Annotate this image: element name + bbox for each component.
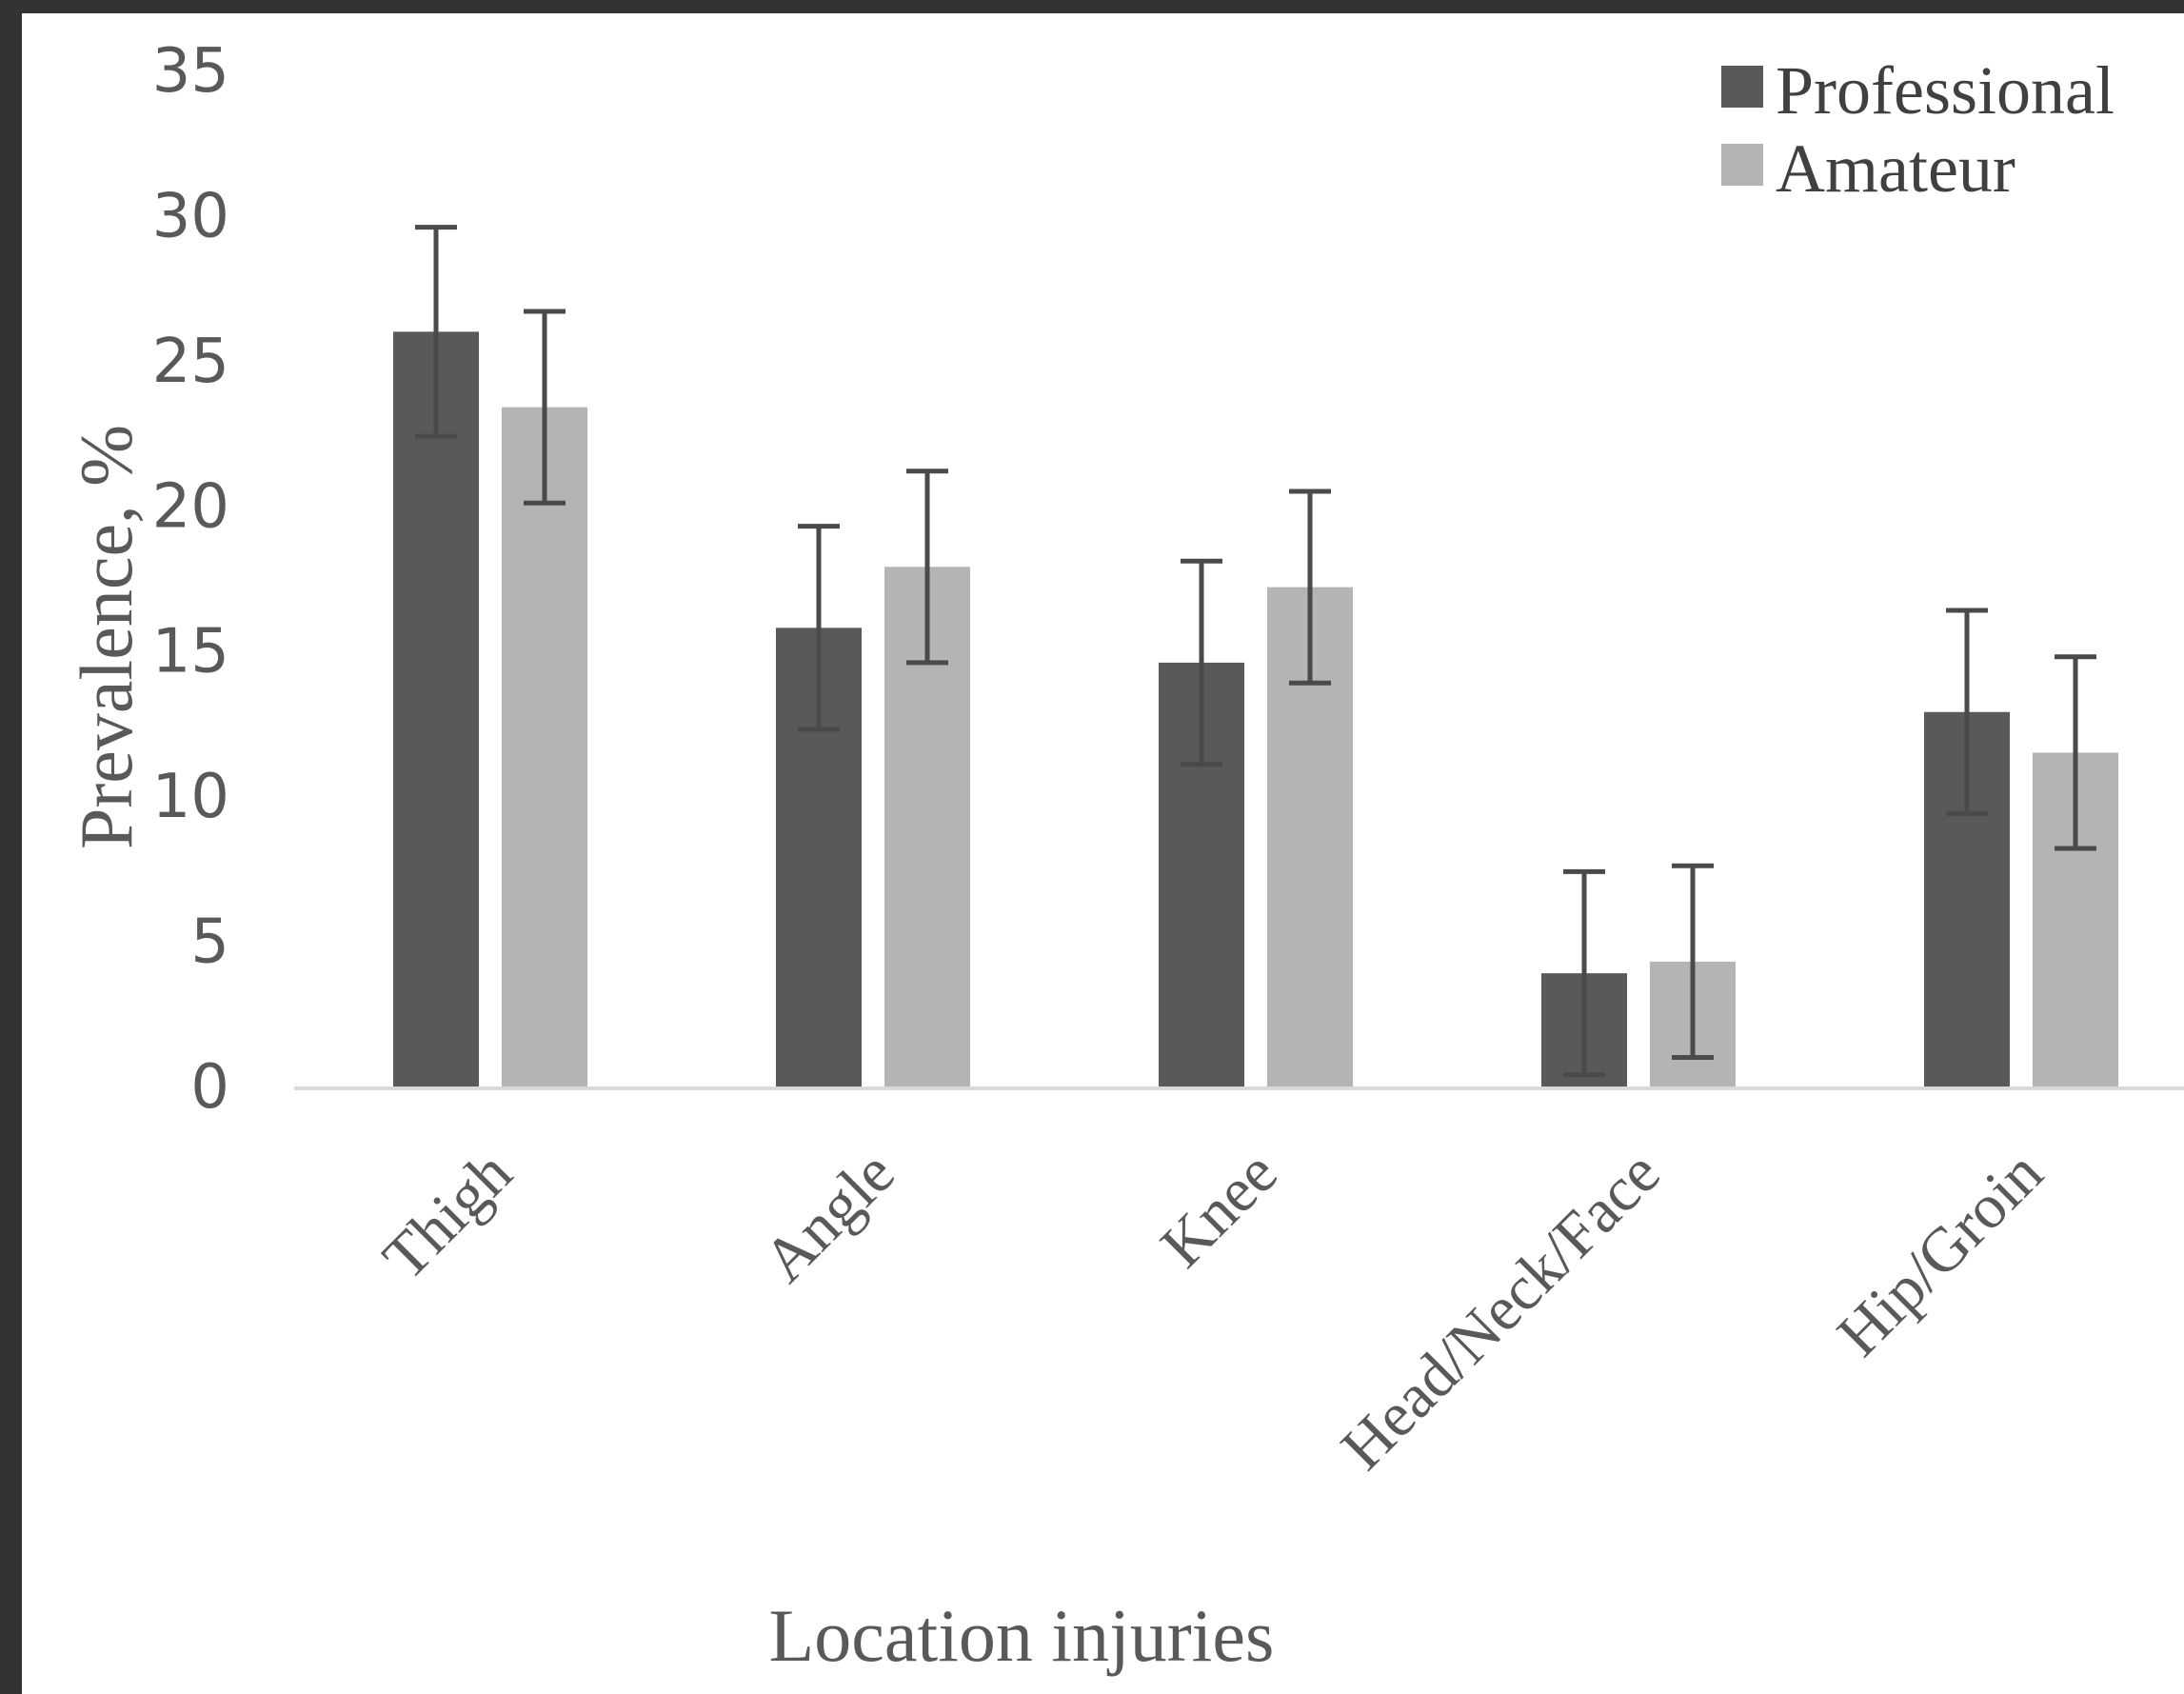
x-tick-label: Thigh xyxy=(370,1138,526,1293)
y-axis-title: Prevalence, % xyxy=(65,425,148,849)
legend-swatch xyxy=(1721,144,1763,186)
y-tick-label: 20 xyxy=(152,471,229,542)
bar-chart: 0 5 10 15 20 25 30 35 Thigh Angle Knee Head/Neck/F… xyxy=(65,36,2184,1677)
x-tick-label: Knee xyxy=(1148,1138,1291,1281)
y-tick-label: 15 xyxy=(152,617,229,688)
bar xyxy=(393,331,479,1086)
x-axis-ticks: Thigh Angle Knee Head/Neck/Face Hip/Groin xyxy=(370,1138,2056,1484)
legend-label: Professional xyxy=(1776,52,2115,129)
x-axis-title: Location injuries xyxy=(769,1594,1275,1677)
y-axis-ticks: 0 5 10 15 20 25 30 35 xyxy=(152,36,229,1123)
y-tick-label: 0 xyxy=(190,1052,229,1123)
legend-swatch xyxy=(1721,66,1763,108)
y-tick-label: 10 xyxy=(152,762,229,832)
bars xyxy=(393,331,2118,1086)
x-tick-label: Head/Neck/Face xyxy=(1328,1138,1674,1484)
chart-panel: 0 5 10 15 20 25 30 35 Thigh Angle Knee Head/Neck/F… xyxy=(22,13,2184,1694)
bar xyxy=(502,407,587,1086)
x-tick-label: Hip/Groin xyxy=(1824,1138,2055,1369)
y-tick-label: 30 xyxy=(152,181,229,251)
y-tick-label: 25 xyxy=(152,327,229,397)
legend-label: Amateur xyxy=(1776,130,2015,207)
y-tick-label: 5 xyxy=(190,907,229,978)
x-tick-label: Angle xyxy=(750,1138,908,1296)
y-tick-label: 35 xyxy=(152,36,229,107)
error-bars xyxy=(415,225,2096,1078)
